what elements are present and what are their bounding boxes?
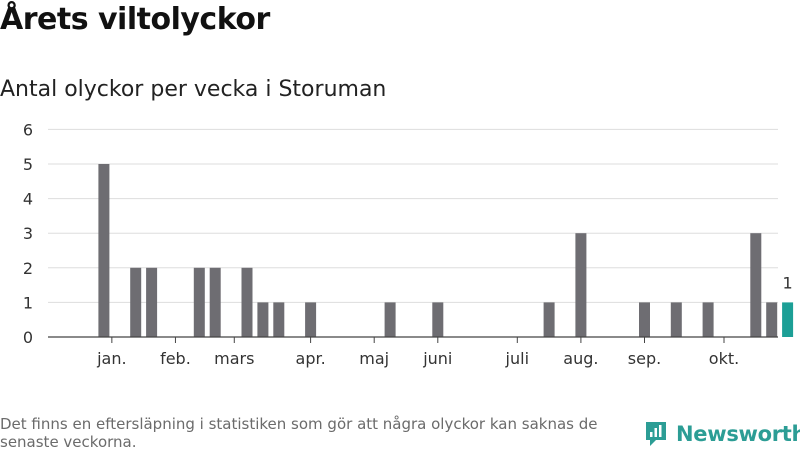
bar — [702, 302, 714, 337]
bar — [384, 302, 396, 337]
bar — [543, 302, 555, 337]
bar — [639, 302, 650, 337]
x-tick-label: jan. — [96, 349, 126, 368]
data-label: 1 — [783, 273, 793, 292]
y-tick-label: 0 — [23, 328, 33, 347]
footnote: Det finns en eftersläpning i statistiken… — [0, 415, 598, 451]
bars — [98, 164, 794, 337]
x-tick-label: juni — [422, 349, 452, 368]
chart-title: Årets viltolyckor — [0, 2, 270, 37]
bar — [241, 267, 253, 337]
y-tick-label: 6 — [23, 120, 33, 139]
x-tick-label: feb. — [160, 349, 191, 368]
bar — [130, 267, 142, 337]
x-tick-label: apr. — [296, 349, 326, 368]
y-tick-label: 4 — [23, 190, 33, 209]
bar — [98, 164, 110, 337]
bar-chart: 0 1 2 3 4 5 6 1 jan. feb. mars apr. maj juni juli aug… — [23, 120, 794, 368]
bar — [750, 233, 762, 337]
chart-subtitle: Antal olyckor per vecka i Storuman — [0, 77, 387, 102]
brand-name: Newsworthy — [676, 422, 800, 446]
bar-current-week — [782, 302, 794, 337]
x-tick-label: mars — [214, 349, 254, 368]
x-tick-label: okt. — [709, 349, 739, 368]
bar — [146, 267, 158, 337]
x-tick-label: maj — [359, 349, 389, 368]
y-tick-label: 2 — [23, 259, 33, 278]
bar — [670, 302, 682, 337]
x-tick-label: sep. — [628, 349, 661, 368]
bar — [432, 302, 444, 337]
brand-logo: Newsworthy — [644, 419, 800, 449]
bar — [193, 267, 205, 337]
bar — [575, 233, 587, 337]
y-axis-ticks: 0 1 2 3 4 5 6 — [23, 120, 33, 347]
bar — [766, 302, 778, 337]
data-labels: 1 — [783, 273, 793, 292]
x-axis-ticks: jan. feb. mars apr. maj juni juli aug. sep. okt. — [96, 337, 739, 368]
bar — [273, 302, 285, 337]
y-tick-label: 1 — [23, 293, 33, 312]
y-tick-label: 5 — [23, 155, 33, 174]
bar — [257, 302, 269, 337]
bar — [209, 267, 221, 337]
grid-lines — [48, 128, 778, 303]
newsworthy-logo-icon — [646, 422, 666, 446]
x-tick-label: juli — [505, 349, 529, 368]
y-tick-label: 3 — [23, 224, 33, 243]
bar — [305, 302, 317, 337]
x-tick-label: aug. — [563, 349, 598, 368]
